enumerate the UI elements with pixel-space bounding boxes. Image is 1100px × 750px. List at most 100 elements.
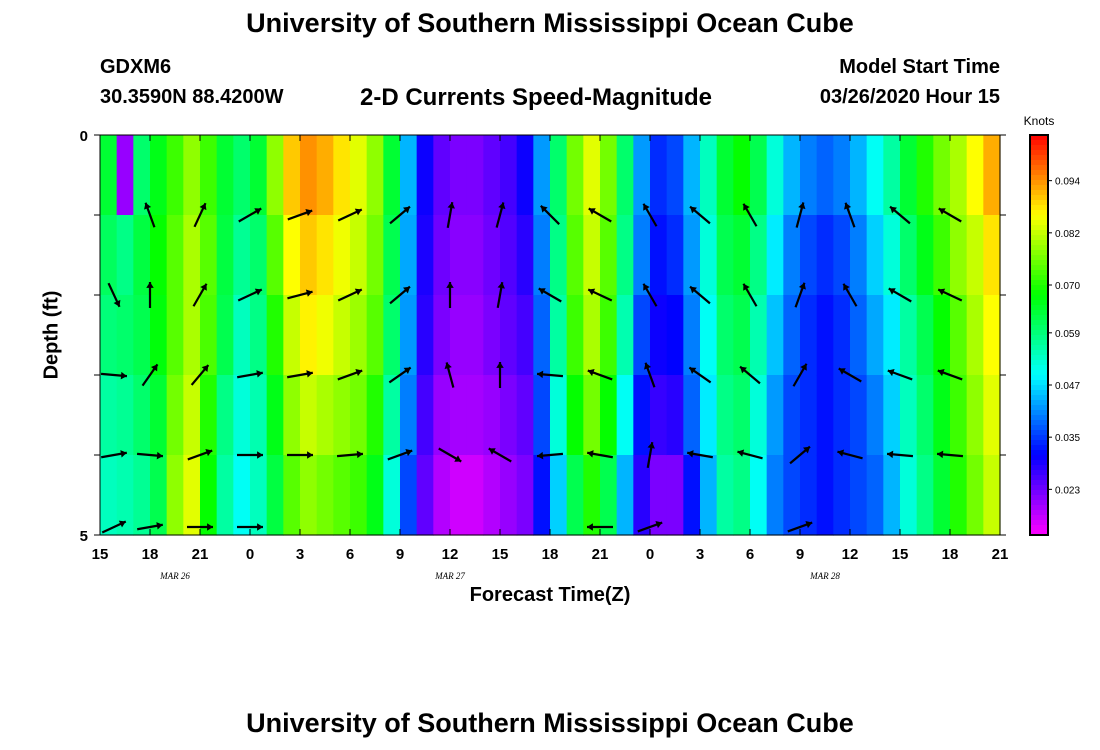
colorbar-segment	[1030, 185, 1048, 191]
heatmap-cell	[283, 455, 301, 536]
heatmap-cell	[533, 295, 551, 376]
current-vector-arrowhead	[144, 202, 152, 210]
current-vector-arrowhead	[205, 449, 213, 457]
heatmap-cell	[166, 375, 184, 456]
heatmap-cell	[566, 215, 584, 296]
current-vector-arrowhead	[120, 371, 127, 380]
heatmap-cell	[516, 375, 534, 456]
heatmap-cell	[700, 295, 718, 376]
heatmap-cell	[200, 295, 218, 376]
current-vector-arrowhead	[307, 451, 313, 459]
heatmap-cell	[616, 375, 634, 456]
colorbar-segment	[1030, 270, 1048, 276]
heatmap-cell	[333, 295, 351, 376]
heatmap-cell	[616, 135, 634, 216]
current-vector-arrowhead	[938, 288, 946, 296]
heatmap-cell	[183, 135, 201, 216]
colorbar-segment	[1030, 295, 1048, 301]
heatmap-cell	[216, 455, 234, 536]
date-label: MAR 27	[434, 571, 465, 581]
heatmap-cell	[466, 215, 484, 296]
colorbar-segment	[1030, 335, 1048, 341]
heatmap-cell	[100, 135, 118, 216]
heatmap-cell	[850, 375, 868, 456]
heatmap-cell	[133, 135, 151, 216]
heatmap-cell	[766, 215, 784, 296]
colorbar-segment	[1030, 325, 1048, 331]
heatmap-cell	[666, 375, 684, 456]
current-vector-arrowhead	[447, 202, 455, 209]
colorbar-segment	[1030, 250, 1048, 256]
heatmap-cell	[100, 375, 118, 456]
colorbar-segment	[1030, 515, 1048, 521]
heatmap-cell	[966, 455, 984, 536]
colorbar-segment	[1030, 260, 1048, 266]
current-vector-arrowhead	[740, 366, 747, 374]
colorbar-segment	[1030, 485, 1048, 491]
colorbar-segment	[1030, 240, 1048, 246]
heatmap-cell	[566, 135, 584, 216]
heatmap-cell	[866, 215, 884, 296]
current-vector-arrowhead	[305, 289, 313, 297]
heatmap-cell	[100, 215, 118, 296]
colorbar-segment	[1030, 180, 1048, 186]
x-tick-label: 15	[92, 546, 109, 563]
heatmap-cell	[733, 295, 751, 376]
heatmap-cell	[783, 455, 801, 536]
heatmap-cell	[433, 375, 451, 456]
colorbar-segment	[1030, 460, 1048, 466]
colorbar-segment	[1030, 385, 1048, 391]
x-tick-label: 9	[396, 546, 404, 563]
heatmap-cell	[933, 215, 951, 296]
heatmap-cell	[183, 215, 201, 296]
colorbar-segment	[1030, 305, 1048, 311]
heatmap-cell	[216, 135, 234, 216]
heatmap-cell	[900, 375, 918, 456]
heatmap-cell	[633, 295, 651, 376]
x-tick-label: 3	[296, 546, 304, 563]
heatmap-cell	[550, 295, 568, 376]
heatmap-cell	[450, 215, 468, 296]
heatmap-cell	[816, 295, 834, 376]
heatmap-cell	[950, 215, 968, 296]
heatmap-cell	[300, 455, 318, 536]
current-vector-arrowhead	[737, 449, 745, 457]
heatmap-cell	[400, 215, 418, 296]
heatmap-cell	[766, 295, 784, 376]
heatmap-cell	[433, 295, 451, 376]
heatmap-cell	[666, 295, 684, 376]
heatmap-cell	[366, 215, 384, 296]
heatmap-cell	[533, 375, 551, 456]
heatmap-cell	[833, 455, 851, 536]
colorbar-tick-label: 0.047	[1055, 381, 1080, 392]
current-vector-arrowhead	[403, 206, 410, 214]
heatmap-cell	[683, 135, 701, 216]
y-tick-label: 0	[80, 128, 88, 145]
heatmap-cell	[500, 135, 518, 216]
heatmap-cell	[816, 135, 834, 216]
heatmap-cell	[650, 215, 668, 296]
heatmap-cell	[933, 455, 951, 536]
colorbar-segment	[1030, 230, 1048, 236]
heatmap-cell	[200, 135, 218, 216]
heatmap-cell	[150, 295, 168, 376]
current-vector-arrowhead	[537, 451, 544, 460]
heatmap-cell	[183, 295, 201, 376]
heatmap-cell	[416, 215, 434, 296]
current-vector-arrowhead	[403, 367, 411, 375]
current-vector-arrowhead	[689, 367, 697, 375]
heatmap-cell	[266, 215, 284, 296]
heatmap-cell	[983, 455, 1001, 536]
heatmap-cell	[300, 295, 318, 376]
x-tick-label: 12	[442, 546, 459, 563]
heatmap-cell	[616, 215, 634, 296]
heatmap-cell	[466, 295, 484, 376]
heatmap-cell	[216, 295, 234, 376]
heatmap-cell	[516, 215, 534, 296]
heatmap-cell	[333, 375, 351, 456]
current-vector-arrowhead	[655, 521, 663, 529]
x-tick-label: 21	[192, 546, 209, 563]
heatmap-cell	[800, 375, 818, 456]
colorbar-segment	[1030, 415, 1048, 421]
current-vector-arrowhead	[156, 451, 163, 460]
